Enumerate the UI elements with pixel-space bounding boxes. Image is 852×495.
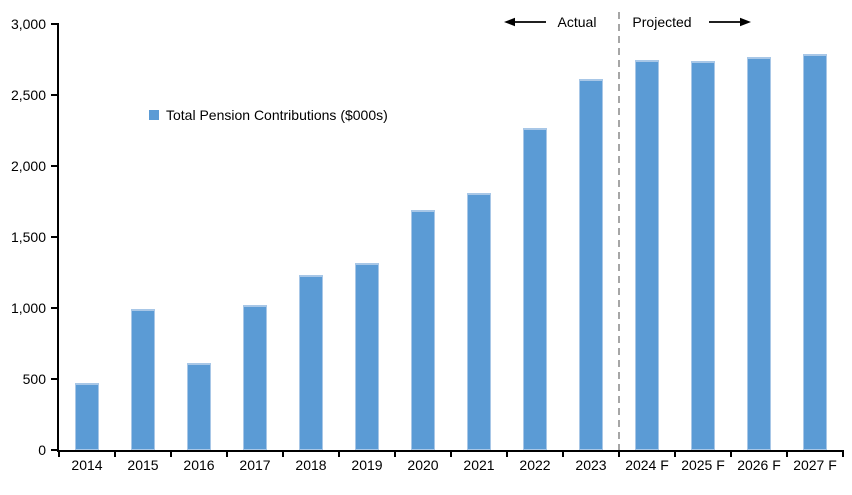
x-axis-tick	[506, 450, 508, 457]
bar-2016	[187, 363, 211, 450]
x-axis-tick	[786, 450, 788, 457]
x-axis-label: 2021	[463, 457, 495, 473]
bar-2014	[75, 383, 99, 450]
bar-2023	[579, 79, 603, 450]
x-axis-label: 2017	[239, 457, 271, 473]
y-axis-label: 1,500	[10, 229, 46, 245]
legend-label: Total Pension Contributions ($000s)	[166, 107, 388, 123]
x-axis-label: 2027 F	[793, 457, 837, 473]
bar-2015	[131, 309, 155, 450]
x-axis-tick	[58, 450, 60, 457]
bar-2020	[411, 210, 435, 450]
x-axis-tick	[338, 450, 340, 457]
y-axis-tick	[51, 449, 57, 451]
x-axis-tick	[562, 450, 564, 457]
x-axis-tick	[282, 450, 284, 457]
bar-2019	[355, 262, 379, 450]
bar-2021	[467, 192, 491, 450]
bar-2025-f	[691, 60, 715, 450]
x-axis-tick	[674, 450, 676, 457]
y-axis-label: 2,500	[10, 87, 46, 103]
y-axis-label: 0	[38, 442, 46, 458]
x-axis-label: 2020	[407, 457, 439, 473]
y-axis-label: 1,000	[10, 300, 46, 316]
left-arrow-icon	[504, 17, 546, 27]
y-axis-tick	[51, 94, 57, 96]
x-axis-label: 2022	[519, 457, 551, 473]
actual-projected-divider-line	[618, 12, 620, 450]
x-axis-label: 2026 F	[737, 457, 781, 473]
legend-swatch-icon	[149, 110, 159, 120]
actual-annotation-label: Actual	[557, 14, 597, 30]
x-axis-label: 2015	[127, 457, 159, 473]
y-axis-tick	[51, 236, 57, 238]
projected-annotation-label: Projected	[632, 14, 692, 30]
x-axis-tick	[450, 450, 452, 457]
x-axis-label: 2019	[351, 457, 383, 473]
right-arrow-icon	[709, 17, 751, 27]
x-axis-label: 2025 F	[681, 457, 725, 473]
x-axis-tick	[226, 450, 228, 457]
y-axis-line	[57, 23, 59, 452]
y-axis-label: 3,000	[10, 16, 46, 32]
bar-2027-f	[803, 53, 827, 450]
x-axis-tick	[170, 450, 172, 457]
bar-2018	[299, 275, 323, 450]
x-axis-tick	[114, 450, 116, 457]
y-axis-label: 500	[22, 371, 46, 387]
x-axis-label: 2014	[71, 457, 103, 473]
y-axis-tick	[51, 23, 57, 25]
bar-2017	[243, 305, 267, 450]
y-axis-label: 2,000	[10, 158, 46, 174]
bar-2022	[523, 127, 547, 450]
y-axis-tick	[51, 307, 57, 309]
x-axis-tick	[730, 450, 732, 457]
y-axis-tick	[51, 165, 57, 167]
x-axis-tick	[842, 450, 844, 457]
x-axis-label: 2024 F	[625, 457, 669, 473]
legend: Total Pension Contributions ($000s)	[149, 106, 388, 124]
x-axis-tick	[394, 450, 396, 457]
x-axis-label: 2016	[183, 457, 215, 473]
bar-2026-f	[747, 56, 771, 450]
x-axis-tick	[618, 450, 620, 457]
y-axis-tick	[51, 378, 57, 380]
bar-2024-f	[635, 59, 659, 450]
x-axis-label: 2018	[295, 457, 327, 473]
x-axis-label: 2023	[575, 457, 607, 473]
